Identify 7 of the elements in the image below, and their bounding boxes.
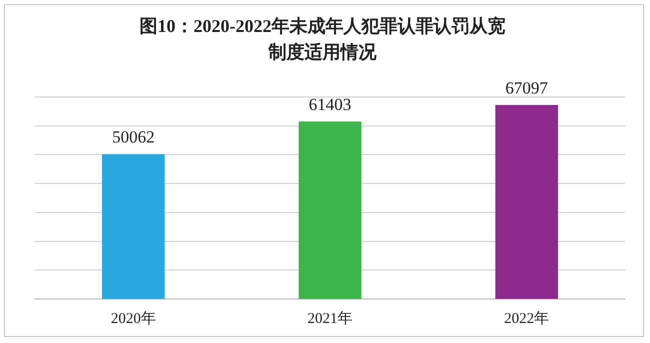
data-label: 61403 [308,94,352,114]
x-tick-label: 2020年 [110,310,156,327]
chart-title: 图10：2020-2022年未成年人犯罪认罪认罚从宽制度适用情况 [138,15,506,64]
data-label: 67097 [505,78,548,98]
data-label: 50062 [112,128,155,147]
x-tick-label: 2021年 [308,310,352,327]
x-tick-label: 2022年 [504,310,550,327]
